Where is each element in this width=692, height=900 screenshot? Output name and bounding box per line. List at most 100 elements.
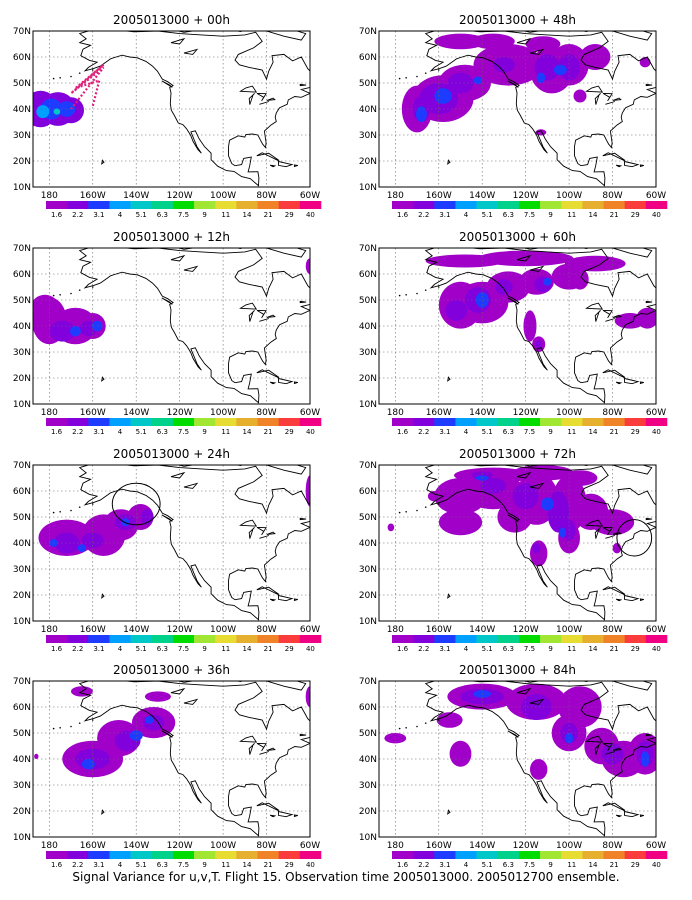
colorbar-swatch — [476, 418, 499, 426]
colorbar-label: 29 — [285, 428, 294, 436]
colorbar-swatch — [603, 418, 625, 426]
map-panel-84h: 2005013000 + 84h 70N 60N 50N 40N 30N 20N 10N 180… — [359, 663, 668, 869]
variance-contour — [480, 478, 507, 494]
colorbar-label: 29 — [631, 211, 640, 219]
lat-tick-label: 40N — [13, 105, 31, 115]
colorbar-swatch — [413, 418, 435, 426]
variance-contour — [438, 509, 483, 536]
colorbar-swatch — [299, 418, 322, 426]
north-america-coast — [424, 248, 656, 404]
colorbar-swatch — [109, 201, 131, 209]
lon-tick-label: 180 — [41, 625, 58, 635]
map-panel-36h: 2005013000 + 36h 70N 60N 50N 40N 30N 20N 10N 180… — [13, 663, 322, 869]
lon-tick-label: 80W — [256, 408, 276, 418]
colorbar-swatch — [392, 635, 414, 643]
colorbar-swatch — [172, 635, 195, 643]
colorbar-swatch — [392, 418, 414, 426]
variance-contour — [512, 483, 539, 510]
variance-contour — [536, 72, 546, 84]
colorbar-label: 14 — [243, 428, 252, 436]
variance-contour — [495, 279, 513, 295]
colorbar-label: 40 — [652, 211, 661, 219]
colorbar-swatch — [476, 851, 499, 859]
lat-tick-label: 70N — [359, 27, 377, 37]
colorbar-swatch — [540, 201, 562, 209]
colorbar-label: 21 — [610, 861, 619, 869]
north-america-coast — [78, 31, 310, 187]
lat-tick-label: 30N — [359, 131, 377, 141]
variance-contour — [640, 751, 650, 767]
colorbar-swatch — [236, 635, 258, 643]
colorbar-label: 21 — [264, 645, 273, 653]
colorbar-label: 5.1 — [136, 211, 147, 219]
lon-tick-label: 60W — [646, 625, 666, 635]
colorbar: 1.6 2.2 3.1 4 5.1 6.3 7.5 9 11 14 21 29 40 — [46, 201, 322, 219]
colorbar-label: 11 — [221, 645, 230, 653]
colorbar-swatch — [88, 635, 110, 643]
colorbar-label: 3.1 — [439, 211, 450, 219]
lat-tick-label: 10N — [13, 183, 31, 193]
coastline — [398, 465, 656, 621]
colorbar-label: 4 — [464, 428, 469, 436]
lat-tick-label: 10N — [359, 833, 377, 843]
colorbar-label: 4 — [464, 861, 469, 869]
coastline — [52, 248, 310, 404]
lat-tick-label: 10N — [13, 400, 31, 410]
lon-tick-label: 180 — [41, 841, 58, 851]
lon-tick-label: 160W — [426, 191, 452, 201]
colorbar-swatch — [434, 851, 456, 859]
colorbar-swatch — [645, 418, 668, 426]
colorbar-swatch — [561, 851, 583, 859]
lat-tick-label: 40N — [359, 539, 377, 549]
lon-tick-label: 60W — [300, 841, 320, 851]
colorbar-label: 40 — [652, 645, 661, 653]
coastline — [398, 681, 656, 837]
colorbar-swatch — [645, 851, 668, 859]
variance-contour — [562, 470, 598, 486]
panel-title: 2005013000 + 24h — [113, 447, 230, 461]
colorbar-label: 1.6 — [397, 211, 409, 219]
colorbar: 1.6 2.2 3.1 4 5.1 6.3 7.5 9 11 14 21 29 40 — [392, 635, 668, 653]
colorbar-label: 14 — [589, 861, 598, 869]
colorbar-swatch — [151, 851, 174, 859]
colorbar-swatch — [67, 635, 89, 643]
panel-title: 2005013000 + 60h — [459, 230, 576, 244]
lon-tick-label: 140W — [123, 625, 149, 635]
colorbar-label: 9 — [202, 211, 206, 219]
lon-tick-label: 80W — [256, 841, 276, 851]
lat-tick-label: 50N — [359, 296, 377, 306]
colorbar-swatch — [645, 201, 668, 209]
colorbar-label: 1.6 — [397, 428, 409, 436]
colorbar-label: 6.3 — [503, 861, 514, 869]
variance-contour — [53, 108, 61, 115]
lon-tick-label: 100W — [210, 841, 236, 851]
lon-tick-label: 100W — [556, 625, 582, 635]
colorbar-swatch — [172, 201, 195, 209]
variance-contour — [571, 268, 589, 290]
lat-tick-label: 30N — [13, 565, 31, 575]
colorbar-swatch — [624, 635, 647, 643]
verification-region-circle — [111, 482, 161, 526]
lon-tick-label: 160W — [80, 408, 106, 418]
colorbar-swatch — [518, 851, 541, 859]
colorbar-label: 7.5 — [524, 428, 535, 436]
variance-contour — [525, 36, 561, 52]
colorbar-swatch — [582, 851, 604, 859]
variance-contour — [530, 759, 548, 780]
colorbar-swatch — [455, 201, 477, 209]
colorbar-label: 11 — [221, 861, 230, 869]
lat-tick-label: 40N — [359, 322, 377, 332]
colorbar-label: 4 — [464, 211, 469, 219]
lat-tick-label: 40N — [13, 322, 31, 332]
lat-tick-label: 30N — [13, 781, 31, 791]
colorbar-swatch — [257, 635, 279, 643]
lat-tick-label: 70N — [359, 677, 377, 687]
colorbar-label: 5.1 — [136, 861, 147, 869]
colorbar-label: 14 — [589, 211, 598, 219]
lon-tick-label: 180 — [387, 841, 404, 851]
variance-contour — [305, 475, 310, 507]
lon-tick-label: 80W — [602, 191, 622, 201]
colorbar-swatch — [278, 851, 301, 859]
map-area — [33, 31, 310, 187]
colorbar: 1.6 2.2 3.1 4 5.1 6.3 7.5 9 11 14 21 29 40 — [46, 851, 322, 869]
